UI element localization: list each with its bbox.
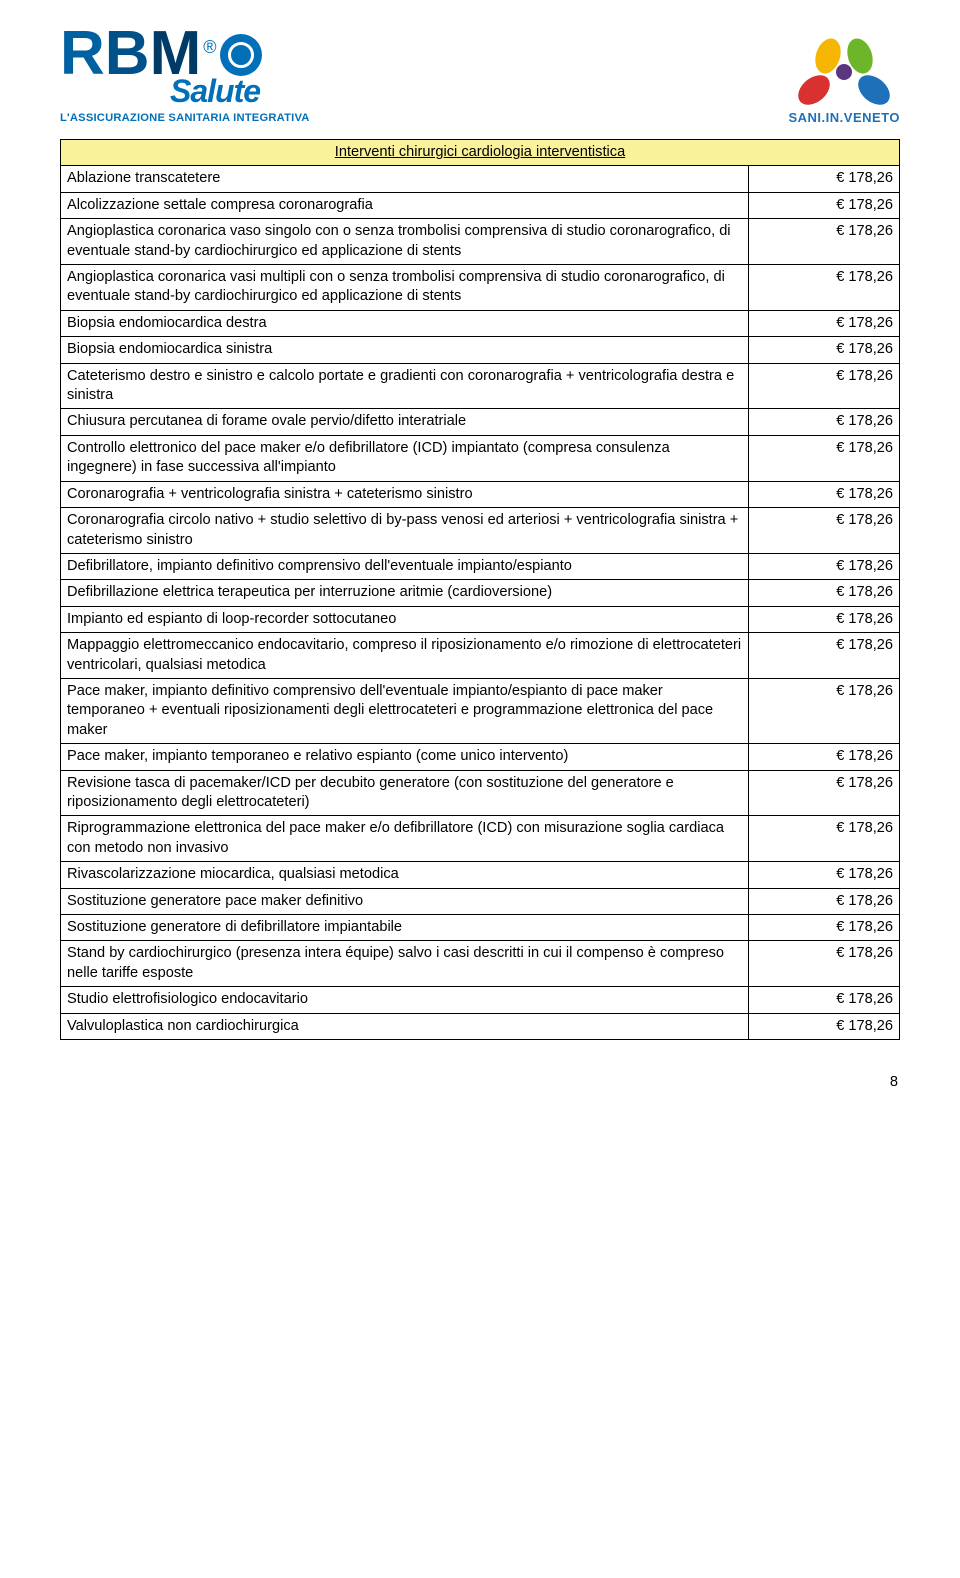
rbm-tagline: L'ASSICURAZIONE SANITARIA INTEGRATIVA (60, 112, 310, 124)
procedure-price: € 178,26 (748, 363, 899, 409)
procedure-description: Riprogrammazione elettronica del pace ma… (61, 816, 749, 862)
procedure-description: Rivascolarizzazione miocardica, qualsias… (61, 862, 749, 888)
table-row: Rivascolarizzazione miocardica, qualsias… (61, 862, 900, 888)
procedure-description: Pace maker, impianto temporaneo e relati… (61, 744, 749, 770)
sani-label: SANI.IN.VENETO (788, 110, 900, 125)
registered-icon: ® (203, 37, 216, 58)
procedure-description: Stand by cardiochirurgico (presenza inte… (61, 941, 749, 987)
table-row: Defibrillazione elettrica terapeutica pe… (61, 580, 900, 606)
procedure-description: Biopsia endomiocardica destra (61, 310, 749, 336)
procedure-description: Defibrillatore, impianto definitivo comp… (61, 553, 749, 579)
table-row: Cateterismo destro e sinistro e calcolo … (61, 363, 900, 409)
table-row: Controllo elettronico del pace maker e/o… (61, 435, 900, 481)
procedure-description: Alcolizzazione settale compresa coronaro… (61, 192, 749, 218)
procedure-price: € 178,26 (748, 219, 899, 265)
procedure-price: € 178,26 (748, 310, 899, 336)
procedure-price: € 178,26 (748, 633, 899, 679)
procedures-table: Interventi chirurgici cardiologia interv… (60, 139, 900, 1040)
procedure-price: € 178,26 (748, 265, 899, 311)
procedure-price: € 178,26 (748, 192, 899, 218)
procedure-description: Ablazione transcatetere (61, 166, 749, 192)
table-row: Alcolizzazione settale compresa coronaro… (61, 192, 900, 218)
procedure-price: € 178,26 (748, 678, 899, 743)
procedure-price: € 178,26 (748, 816, 899, 862)
page: RBM® Salute L'ASSICURAZIONE SANITARIA IN… (0, 0, 960, 1110)
procedure-description: Angioplastica coronarica vaso singolo co… (61, 219, 749, 265)
table-row: Pace maker, impianto definitivo comprens… (61, 678, 900, 743)
procedure-price: € 178,26 (748, 580, 899, 606)
table-row: Ablazione transcatetere€ 178,26 (61, 166, 900, 192)
rbm-logo: RBM® (60, 28, 262, 81)
table-row: Mappaggio elettromeccanico endocavitario… (61, 633, 900, 679)
procedure-price: € 178,26 (748, 915, 899, 941)
table-row: Sostituzione generatore di defibrillator… (61, 915, 900, 941)
procedure-description: Valvuloplastica non cardiochirurgica (61, 1013, 749, 1039)
procedure-price: € 178,26 (748, 941, 899, 987)
table-row: Biopsia endomiocardica sinistra€ 178,26 (61, 337, 900, 363)
procedure-description: Mappaggio elettromeccanico endocavitario… (61, 633, 749, 679)
table-row: Studio elettrofisiologico endocavitario€… (61, 987, 900, 1013)
table-row: Impianto ed espianto di loop-recorder so… (61, 606, 900, 632)
section-header-row: Interventi chirurgici cardiologia interv… (61, 140, 900, 166)
procedure-price: € 178,26 (748, 481, 899, 507)
procedure-price: € 178,26 (748, 888, 899, 914)
table-row: Pace maker, impianto temporaneo e relati… (61, 744, 900, 770)
table-row: Riprogrammazione elettronica del pace ma… (61, 816, 900, 862)
procedure-price: € 178,26 (748, 337, 899, 363)
table-row: Chiusura percutanea di forame ovale perv… (61, 409, 900, 435)
procedure-description: Coronarografia + ventricolografia sinist… (61, 481, 749, 507)
procedure-description: Sostituzione generatore di defibrillator… (61, 915, 749, 941)
procedure-description: Biopsia endomiocardica sinistra (61, 337, 749, 363)
table-row: Valvuloplastica non cardiochirurgica€ 17… (61, 1013, 900, 1039)
procedure-price: € 178,26 (748, 1013, 899, 1039)
procedure-price: € 178,26 (748, 435, 899, 481)
header: RBM® Salute L'ASSICURAZIONE SANITARIA IN… (60, 28, 900, 125)
procedure-price: € 178,26 (748, 553, 899, 579)
procedure-price: € 178,26 (748, 770, 899, 816)
procedure-price: € 178,26 (748, 862, 899, 888)
rbm-letter-r: R (60, 28, 105, 81)
procedure-description: Studio elettrofisiologico endocavitario (61, 987, 749, 1013)
procedure-description: Revisione tasca di pacemaker/ICD per dec… (61, 770, 749, 816)
procedure-description: Cateterismo destro e sinistro e calcolo … (61, 363, 749, 409)
table-row: Angioplastica coronarica vaso singolo co… (61, 219, 900, 265)
page-number: 8 (60, 1074, 900, 1090)
rbm-salute-label: Salute (170, 73, 260, 110)
logo-left: RBM® Salute L'ASSICURAZIONE SANITARIA IN… (60, 28, 310, 124)
table-row: Stand by cardiochirurgico (presenza inte… (61, 941, 900, 987)
procedure-description: Impianto ed espianto di loop-recorder so… (61, 606, 749, 632)
section-title: Interventi chirurgici cardiologia interv… (61, 140, 900, 166)
procedure-description: Sostituzione generatore pace maker defin… (61, 888, 749, 914)
rbm-flower-icon (220, 34, 262, 76)
table-row: Coronarografia circolo nativo + studio s… (61, 508, 900, 554)
procedure-description: Controllo elettronico del pace maker e/o… (61, 435, 749, 481)
procedure-price: € 178,26 (748, 166, 899, 192)
procedure-price: € 178,26 (748, 508, 899, 554)
table-row: Coronarografia + ventricolografia sinist… (61, 481, 900, 507)
table-row: Revisione tasca di pacemaker/ICD per dec… (61, 770, 900, 816)
table-row: Biopsia endomiocardica destra€ 178,26 (61, 310, 900, 336)
procedure-description: Chiusura percutanea di forame ovale perv… (61, 409, 749, 435)
procedure-price: € 178,26 (748, 987, 899, 1013)
rbm-letter-b: B (105, 28, 150, 81)
table-row: Defibrillatore, impianto definitivo comp… (61, 553, 900, 579)
table-row: Angioplastica coronarica vasi multipli c… (61, 265, 900, 311)
procedure-description: Coronarografia circolo nativo + studio s… (61, 508, 749, 554)
procedure-description: Angioplastica coronarica vasi multipli c… (61, 265, 749, 311)
sani-flower-icon (796, 28, 892, 108)
procedure-description: Defibrillazione elettrica terapeutica pe… (61, 580, 749, 606)
procedure-description: Pace maker, impianto definitivo comprens… (61, 678, 749, 743)
procedure-price: € 178,26 (748, 606, 899, 632)
table-row: Sostituzione generatore pace maker defin… (61, 888, 900, 914)
procedure-price: € 178,26 (748, 744, 899, 770)
logo-right: SANI.IN.VENETO (788, 28, 900, 125)
procedure-price: € 178,26 (748, 409, 899, 435)
